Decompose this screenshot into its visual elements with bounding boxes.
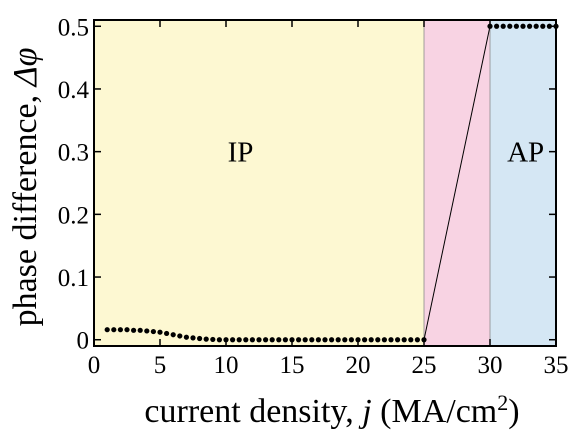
data-point (513, 23, 520, 29)
data-point (368, 337, 374, 343)
data-point (540, 23, 546, 29)
data-point (203, 336, 209, 342)
data-point (124, 327, 130, 333)
data-point (144, 328, 150, 334)
data-point (375, 337, 381, 343)
data-point (170, 332, 176, 338)
data-point (190, 335, 196, 341)
data-point (296, 337, 302, 343)
data-point (164, 330, 170, 337)
region-labels: IP AP (228, 137, 545, 169)
x-tick-label: 10 (214, 352, 239, 379)
data-point (381, 337, 387, 343)
data-point (388, 337, 394, 343)
region-label-ap: AP (507, 137, 544, 169)
data-point (500, 23, 506, 29)
y-tick-label: 0.5 (58, 14, 89, 41)
x-tick-label: 5 (154, 352, 167, 379)
data-point (216, 337, 222, 343)
data-point (111, 327, 117, 333)
data-point (276, 337, 282, 343)
data-point (494, 23, 500, 29)
data-point (348, 337, 354, 343)
y-tick-label: 0.2 (58, 202, 89, 229)
data-point (342, 337, 348, 343)
data-point (150, 328, 156, 335)
data-point (197, 335, 203, 342)
chart-regions (94, 20, 556, 346)
data-point (408, 337, 414, 343)
data-point (329, 337, 335, 343)
x-tick-label: 20 (346, 352, 371, 379)
x-tick-label: 0 (88, 352, 101, 379)
data-point (131, 327, 137, 333)
y-axis-title: phase difference, Δφ (7, 48, 44, 327)
region-label-ip: IP (228, 137, 254, 169)
x-tick-label: 15 (280, 352, 305, 379)
x-tick-label: 35 (544, 352, 569, 379)
transition-line (423, 26, 491, 340)
data-point (315, 337, 321, 343)
data-point (302, 337, 308, 343)
x-axis-title: current density, j (MA/cm2) (144, 390, 519, 431)
data-point (236, 337, 242, 343)
data-point (263, 337, 269, 343)
y-tick-label: 0.4 (58, 77, 90, 104)
data-point (177, 333, 183, 339)
data-point (230, 337, 236, 343)
data-point (210, 336, 216, 343)
plot-frame (93, 19, 557, 347)
data-points (104, 23, 559, 343)
data-point (117, 327, 123, 333)
data-point (533, 23, 539, 29)
data-point (256, 337, 262, 343)
data-point (401, 337, 407, 343)
transition-line-group (423, 26, 491, 340)
data-point (309, 337, 315, 343)
data-point (395, 337, 401, 343)
data-point (362, 337, 368, 343)
data-point (104, 327, 110, 333)
y-tick-label: 0.1 (58, 265, 89, 292)
data-point (249, 337, 255, 343)
data-point (507, 23, 513, 29)
data-point (282, 337, 288, 343)
data-point (183, 334, 189, 340)
x-axis-ticks: 0 5 10 15 20 25 30 35 (88, 20, 569, 379)
data-point (269, 337, 275, 343)
y-axis-ticks: 0 0.1 0.2 0.3 0.4 0.5 (58, 14, 556, 355)
x-tick-label: 30 (478, 352, 503, 379)
region-2 (490, 20, 556, 346)
region-0 (94, 20, 424, 346)
data-point (137, 327, 143, 333)
data-point (243, 337, 249, 343)
data-point (322, 337, 328, 343)
data-point (335, 337, 341, 343)
y-tick-label: 0 (77, 328, 90, 355)
data-point (157, 329, 163, 335)
data-point (527, 23, 533, 29)
y-tick-label: 0.3 (58, 140, 89, 167)
x-tick-label: 25 (412, 352, 437, 379)
data-point (520, 23, 526, 29)
data-point (414, 337, 420, 343)
